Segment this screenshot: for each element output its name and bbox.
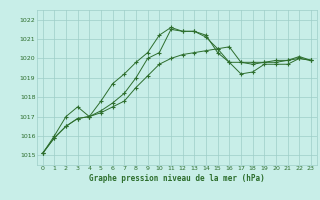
X-axis label: Graphe pression niveau de la mer (hPa): Graphe pression niveau de la mer (hPa): [89, 174, 265, 183]
